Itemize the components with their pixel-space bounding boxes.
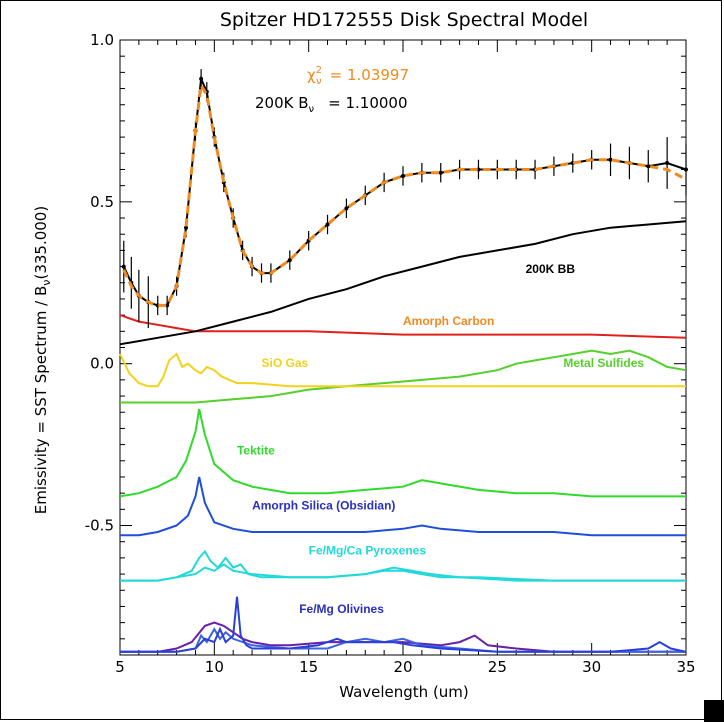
series-fe-mg-ca-pyroxenes [120, 549, 686, 582]
series-tektite [119, 408, 686, 498]
label-tektite: Tektite [237, 443, 275, 457]
series-line [119, 314, 687, 339]
label-metal-sulfides: Metal Sulfides [563, 356, 644, 370]
chi-symbol: χ [307, 66, 316, 84]
y-axis-label: Emissivity = SST Spectrum / Bν(335.000) [32, 206, 53, 514]
series-line [120, 596, 687, 653]
x-tick-label: 25 [488, 658, 507, 676]
chi-value: = 1.03997 [330, 66, 409, 84]
series-amorph-silica-obsidian [120, 476, 686, 537]
y-tick-label: 1.0 [90, 31, 114, 49]
x-tick-label: 15 [299, 658, 318, 676]
y-label-sub: ν [40, 280, 53, 286]
series-line [119, 352, 686, 388]
label-sio-gas: SiO Gas [262, 356, 309, 370]
y-label-tail: (335.000) [32, 206, 50, 280]
chi-square-stat: χ2 ν = 1.03997 [307, 65, 409, 87]
series-fe-mg-ca-pyroxenes-2 [120, 563, 686, 582]
chart-title: Spitzer HD172555 Disk Spectral Model [220, 9, 588, 31]
label-amorph-carbon: Amorph Carbon [403, 314, 494, 328]
y-tick-label: -0.5 [85, 517, 114, 535]
series-amorph-carbon [119, 314, 687, 339]
x-tick-label: 30 [582, 658, 601, 676]
x-tick-label: 5 [115, 658, 125, 676]
bb-scale-stat: 200K Bν = 1.10000 [255, 94, 408, 115]
series-line [120, 476, 686, 537]
series-sio-gas [119, 352, 686, 388]
label-200k-bb: 200K BB [526, 262, 576, 276]
series-line [120, 349, 687, 404]
x-tick-label: 20 [393, 658, 412, 676]
chi-super: 2 [316, 65, 322, 76]
x-tick-label: 35 [676, 658, 695, 676]
series-metal-sulfides [120, 349, 687, 404]
series-line [119, 408, 686, 498]
label-fe-mg-olivines: Fe/Mg Olivines [299, 602, 384, 616]
chi-sub: ν [316, 76, 322, 87]
series-line [119, 220, 687, 346]
x-axis-label: Wavelength (um) [339, 683, 469, 701]
bb-value: = 1.10000 [328, 94, 407, 112]
corner-block [704, 700, 724, 722]
y-tick-label: 0.5 [90, 193, 114, 211]
model-line [122, 80, 687, 307]
series-200k-bb [119, 220, 687, 346]
series-fe-mg-olivines-2 [120, 596, 687, 653]
series-model-fit [122, 80, 687, 307]
series-labels: Fe/Mg Olivines Fe/Mg/Ca Pyroxenes Amorph S… [237, 262, 644, 616]
label-fe-mg-ca-pyroxenes: Fe/Mg/Ca Pyroxenes [309, 544, 427, 558]
series-layer [119, 69, 688, 653]
label-amorph-silica-obsidian: Amorph Silica (Obsidian) [252, 498, 395, 512]
x-tick-label: 10 [205, 658, 224, 676]
y-tick-label: 0.0 [90, 355, 114, 373]
series-line [120, 563, 686, 582]
plot-area: 5 10 15 20 25 30 35 1.0 0.5 0.0 -0.5 [85, 31, 696, 676]
series-line [120, 549, 686, 582]
bb-label: 200K B [255, 94, 309, 112]
y-label-main: Emissivity = SST Spectrum / B [32, 286, 50, 515]
bb-sub: ν [309, 104, 315, 115]
plot-border [119, 39, 687, 656]
